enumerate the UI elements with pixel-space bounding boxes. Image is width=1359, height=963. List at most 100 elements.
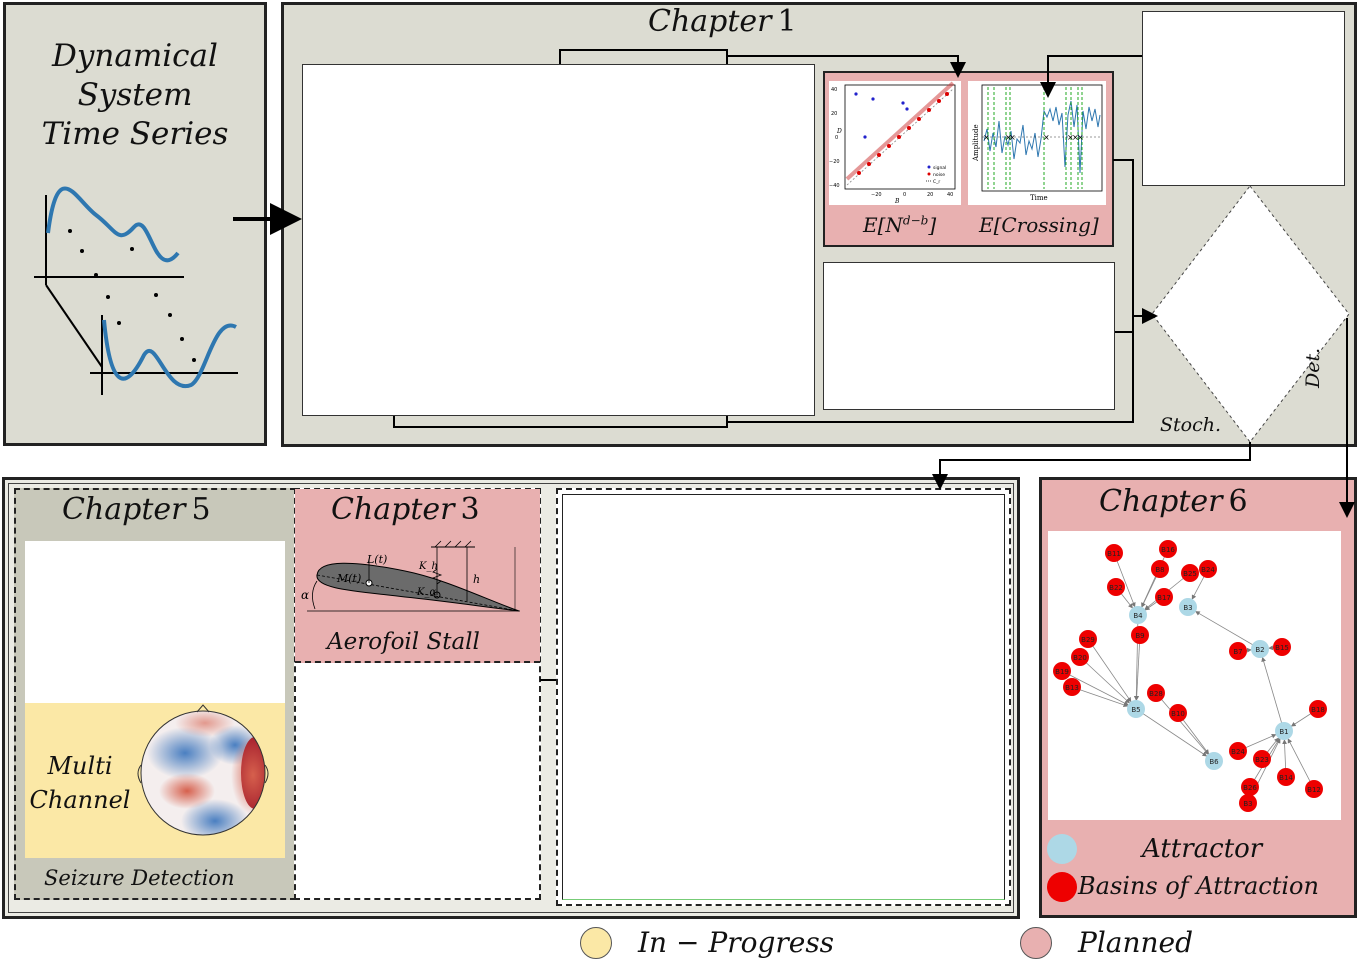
attractor-node: B3 — [1179, 598, 1197, 616]
chapter6-title: Chapter 6 — [1099, 484, 1248, 519]
basin-node: B7 — [1229, 642, 1247, 660]
attractor-graph: B11 B16 B8 B25 B24 B22 B17 B7 B15 B29 B20 B19 B13 B28… — [1053, 540, 1327, 812]
chapter1-topright-box — [1142, 11, 1345, 186]
graph-edge — [1135, 708, 1208, 757]
multichannel-line-1: Multi — [47, 752, 113, 780]
intro-panel: Dynamical System Time Series — [3, 2, 267, 446]
graph-edge — [1113, 552, 1136, 608]
aerofoil-lift-label: L(t) — [366, 553, 387, 566]
graph-node-label: B17 — [1157, 594, 1171, 602]
branch-stoch-label: Stoch. — [1160, 414, 1222, 436]
metric-ndb-sup: d−b — [902, 213, 929, 228]
basin-node: B15 — [1273, 638, 1291, 656]
graph-node-label: B11 — [1107, 550, 1121, 558]
svg-text:×: × — [1072, 133, 1079, 142]
multichannel-label: Multi Channel — [25, 749, 135, 817]
svg-text:×: × — [1009, 133, 1016, 142]
graph-node-label: B18 — [1311, 706, 1325, 714]
aerofoil-ka-label: K_α — [416, 587, 436, 598]
basin-node: B8 — [1151, 560, 1169, 578]
graph-node-label: B24 — [1201, 566, 1215, 574]
svg-text:×: × — [1067, 133, 1074, 142]
svg-text:40: 40 — [947, 192, 953, 198]
branch-det-label: Det. — [1302, 347, 1324, 388]
basin-node: B18 — [1309, 700, 1327, 718]
graph-node-label: B12 — [1307, 786, 1321, 794]
chapter5-multichannel-box: Multi Channel — [25, 703, 285, 858]
graph-edge — [1134, 634, 1141, 701]
chapter3-title-word: Chapter — [331, 492, 455, 527]
graph-node-label: B16 — [1161, 546, 1175, 554]
basin-node: B16 — [1159, 540, 1177, 558]
graph-edge — [1061, 670, 1129, 706]
chapter6-title-number: 6 — [1228, 484, 1248, 519]
chapter5-title-number: 5 — [191, 492, 211, 527]
intro-title-line-2: System — [77, 77, 193, 113]
svg-text:40: 40 — [831, 87, 837, 93]
graph-node-label: B3 — [1243, 800, 1252, 808]
chapter1-title-number: 1 — [777, 4, 797, 39]
crossing-plot: × × × × × × × Time Amplitude — [968, 81, 1106, 205]
graph-node-label: B2 — [1255, 646, 1264, 654]
graph-edge — [1087, 638, 1132, 703]
basin-node: B12 — [1305, 780, 1323, 798]
graph-node-label: B23 — [1255, 756, 1269, 764]
graph-node-label: B4 — [1133, 612, 1143, 620]
graph-edge — [1287, 738, 1315, 790]
metric-ndb-close: ] — [928, 213, 937, 237]
basin-node: B9 — [1131, 626, 1149, 644]
graph-edge — [1155, 692, 1209, 755]
chapter1-main-box — [302, 64, 815, 416]
scatter-xlabel: B — [894, 198, 900, 205]
legend-planned-dot — [1020, 927, 1052, 959]
graph-edge — [1195, 611, 1261, 650]
graph-node-label: B24 — [1231, 748, 1245, 756]
graph-node-label: B5 — [1131, 706, 1140, 714]
scatter-legend-signal: signal — [933, 165, 946, 171]
basin-node: B3 — [1239, 794, 1257, 812]
graph-node-label: B29 — [1081, 636, 1095, 644]
eeg-topomap — [137, 704, 269, 836]
basin-node: B23 — [1253, 750, 1271, 768]
chapter1-lower-box — [823, 262, 1115, 410]
metric-crossing-label: E[Crossing] — [979, 213, 1099, 237]
lower-panel-inner-border — [8, 483, 1014, 913]
svg-text:20: 20 — [831, 111, 837, 117]
basin-node: B13 — [1063, 678, 1081, 696]
scatter-ylabel: D — [836, 128, 842, 135]
basin-node: B22 — [1107, 578, 1125, 596]
graph-node-label: B22 — [1109, 584, 1123, 592]
chapter1-title-word: Chapter — [648, 4, 772, 39]
legend-basins-dot — [1047, 872, 1077, 902]
attractor-node: B2 — [1251, 640, 1269, 658]
attractor-node: B6 — [1205, 752, 1223, 770]
basin-node: B26 — [1241, 778, 1259, 796]
graph-node-label: B10 — [1171, 710, 1185, 718]
basin-node: B11 — [1105, 544, 1123, 562]
svg-text:−20: −20 — [871, 192, 882, 198]
legend-in-progress-dot — [580, 927, 612, 959]
svg-text:−40: −40 — [829, 183, 840, 189]
attractor-node: B4 — [1129, 606, 1147, 624]
basin-node: B10 — [1169, 704, 1187, 722]
legend-attractor-label: Attractor — [1142, 834, 1263, 864]
chapter3-title: Chapter 3 — [331, 492, 480, 527]
scatter-legend-noise: noise — [933, 172, 945, 178]
legend-in-progress-label: In − Progress — [638, 926, 835, 959]
metric-ndb-label: E[Nd−b] — [863, 213, 936, 237]
chapter5-title-word: Chapter — [62, 492, 186, 527]
crossing-ylabel: Amplitude — [972, 124, 980, 162]
aerofoil-kh-label: K_h — [418, 561, 438, 572]
chapter1-title: Chapter 1 — [648, 4, 828, 39]
graph-node-label: B6 — [1209, 758, 1219, 766]
basin-node: B25 — [1181, 564, 1199, 582]
graph-node-label: B3 — [1183, 604, 1192, 612]
graph-node-label: B20 — [1073, 654, 1087, 662]
graph-node-label: B14 — [1279, 774, 1293, 782]
graph-node-label: B15 — [1275, 644, 1289, 652]
basin-node: B14 — [1277, 768, 1295, 786]
graph-node-label: B26 — [1243, 784, 1257, 792]
intro-title: Dynamical System Time Series — [6, 37, 264, 154]
intro-title-line-3: Time Series — [41, 116, 229, 152]
chapter1-metrics-box: 40 20 0 −20 −40 −20 0 20 40 B D signal noise C… — [823, 71, 1114, 247]
